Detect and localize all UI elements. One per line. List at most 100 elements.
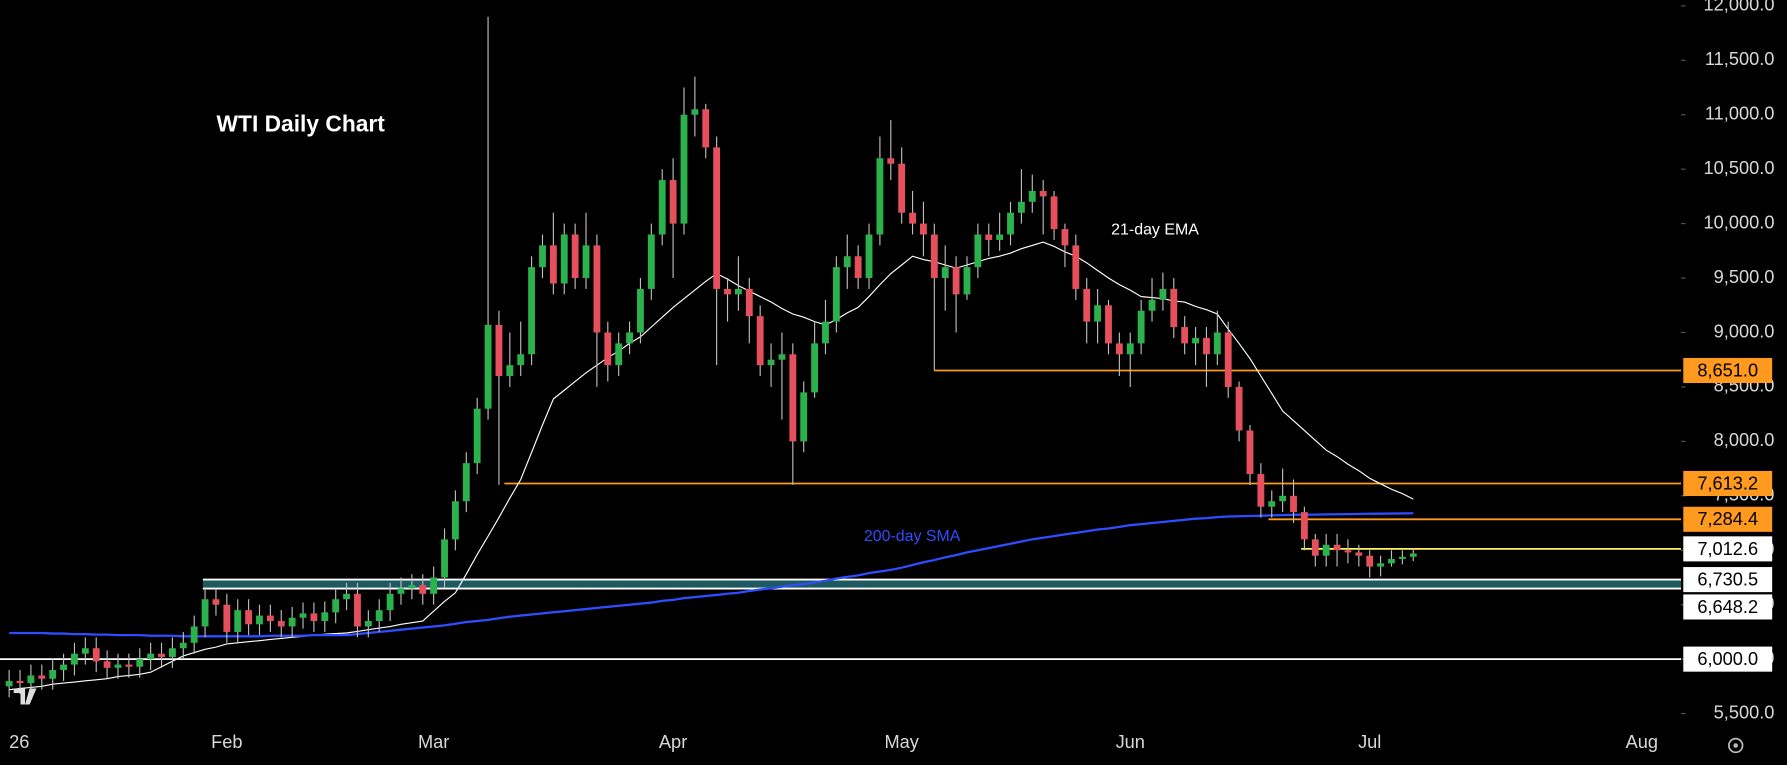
candle-body (1279, 495, 1287, 502)
candle-body (168, 648, 176, 657)
candle-body (734, 288, 742, 295)
candle-body (473, 408, 481, 464)
y-tick-label: 8,000.0 (1714, 429, 1775, 450)
candle-body (234, 610, 242, 632)
candle-body (800, 392, 808, 442)
candle-body (354, 593, 361, 627)
candle-body (571, 234, 579, 279)
candle-body (223, 604, 231, 632)
chart-title: WTI Daily Chart (217, 111, 386, 137)
level-box (1683, 594, 1773, 620)
candle-body (963, 267, 971, 295)
candle-body (1159, 288, 1167, 300)
y-tick-label: 5,500.0 (1714, 701, 1775, 722)
x-tick-label: 26 (9, 731, 29, 752)
x-tick-label: Aug (1626, 731, 1658, 752)
candle-body (1388, 558, 1395, 564)
candle-body (1170, 288, 1178, 328)
candle-body (114, 664, 122, 668)
candle-body (582, 245, 590, 279)
candle-body (517, 354, 525, 366)
candle-body (212, 599, 220, 605)
candle-body (539, 245, 546, 268)
price-axis: 5,500.06,000.06,500.07,000.07,500.08,000… (9, 0, 1774, 752)
candle-body (637, 288, 644, 333)
level-label: 6,730.5 (1697, 569, 1758, 590)
candle-body (1181, 327, 1189, 344)
candle-body (299, 613, 307, 618)
candle-body (1115, 343, 1123, 355)
candle-body (1213, 332, 1221, 355)
level-label: 7,613.2 (1697, 472, 1758, 493)
candle-body (528, 267, 536, 355)
candle-body (49, 670, 57, 679)
candle-body (1203, 337, 1210, 355)
candle-body (669, 180, 677, 224)
candle-body (1300, 512, 1308, 540)
candle-body (1083, 288, 1091, 322)
level-label: 6,000.0 (1697, 648, 1758, 669)
candle-body (190, 626, 198, 643)
sma-label: 200-day SMA (864, 528, 961, 545)
candle-body (125, 664, 133, 667)
candle-body (767, 359, 775, 366)
candle-body (941, 267, 949, 279)
candle-body (1311, 539, 1319, 556)
candle-body (604, 332, 612, 366)
candle-body (974, 234, 982, 268)
candle-body (1344, 550, 1352, 553)
candle-body (930, 234, 938, 279)
level-box (1683, 646, 1773, 672)
candle-body (256, 615, 263, 625)
candle-body (397, 588, 405, 594)
candle-body (506, 365, 514, 377)
candle-body (419, 585, 427, 594)
candle-body (1007, 212, 1014, 235)
level-label: 8,651.0 (1697, 359, 1758, 380)
candle-body (789, 354, 797, 442)
candle-body (147, 653, 155, 660)
candle-body (1094, 305, 1102, 322)
y-tick-label: 9,500.0 (1714, 266, 1775, 287)
candle-body (158, 653, 165, 657)
candle-body (1192, 337, 1199, 344)
candle-body (1257, 474, 1265, 507)
candle-body (1137, 310, 1145, 344)
logo (13, 688, 37, 705)
settings-icon[interactable] (1728, 737, 1744, 754)
candle-body (92, 648, 100, 662)
candle-body (441, 539, 448, 578)
candle-body (430, 577, 438, 594)
candle-body (680, 114, 688, 224)
candle-body (343, 593, 350, 600)
candle-body (560, 234, 568, 284)
candle-body (60, 664, 67, 671)
candle-body (310, 613, 318, 622)
candle-body (854, 256, 862, 279)
candle-body (1105, 305, 1112, 344)
candle-body (1246, 430, 1254, 475)
candle-body (593, 245, 601, 333)
ema-label: 21-day EMA (1111, 222, 1199, 239)
candle-body (1148, 299, 1156, 311)
candle-body (713, 147, 721, 289)
candle-body (103, 661, 111, 668)
candle-body (702, 109, 710, 148)
candle-body (179, 642, 187, 649)
candle-body (898, 163, 906, 213)
candle-body (724, 288, 731, 295)
candle-body (332, 599, 340, 613)
candle-body (952, 267, 960, 295)
candle-body (615, 343, 623, 366)
candle-body (647, 234, 655, 289)
x-tick-label: May (884, 731, 919, 752)
candle-body (1333, 544, 1341, 551)
level-box (1683, 506, 1773, 532)
candle-body (876, 158, 884, 235)
candle-body (495, 324, 503, 377)
candle-body (71, 653, 78, 665)
candle-body (832, 267, 840, 322)
candle-body (756, 316, 764, 366)
